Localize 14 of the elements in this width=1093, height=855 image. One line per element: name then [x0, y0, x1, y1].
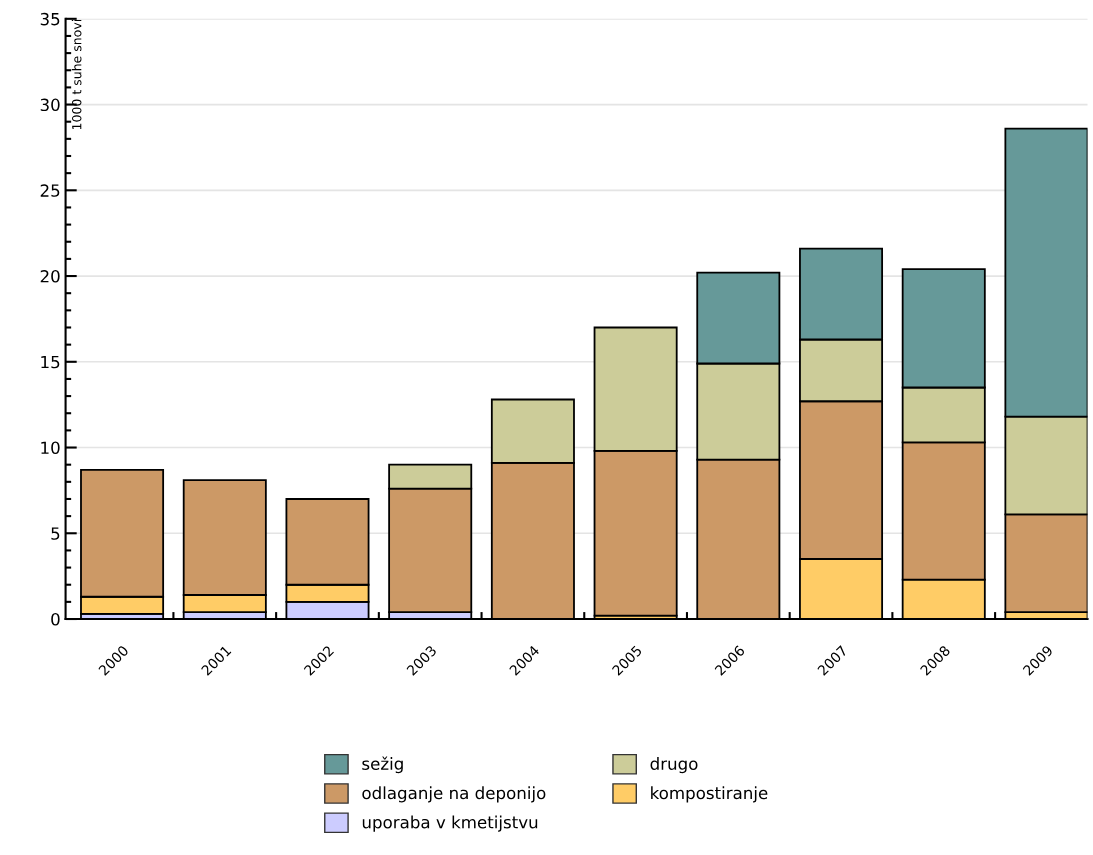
legend-label: odlaganje na deponijo	[362, 786, 546, 803]
y-tick-label: 10	[41, 441, 60, 455]
y-tick-label: 30	[40, 98, 60, 112]
legend-label: drugo	[650, 757, 698, 774]
y-tick-label: 15	[41, 355, 60, 369]
y-tick-label: 0	[51, 612, 60, 626]
y-tick-label: 25	[40, 184, 60, 197]
legend-label: kompostiranje	[651, 786, 768, 803]
y-tick-label: 5	[51, 527, 60, 540]
y-tick-label: 20	[40, 270, 60, 283]
legend-label: uporaba v kmetijstvu	[362, 815, 538, 832]
y-axis-title: 1000 t suhe snovi	[71, 19, 82, 130]
y-tick-label: 35	[40, 12, 60, 26]
legend-label: sežig	[362, 756, 403, 774]
